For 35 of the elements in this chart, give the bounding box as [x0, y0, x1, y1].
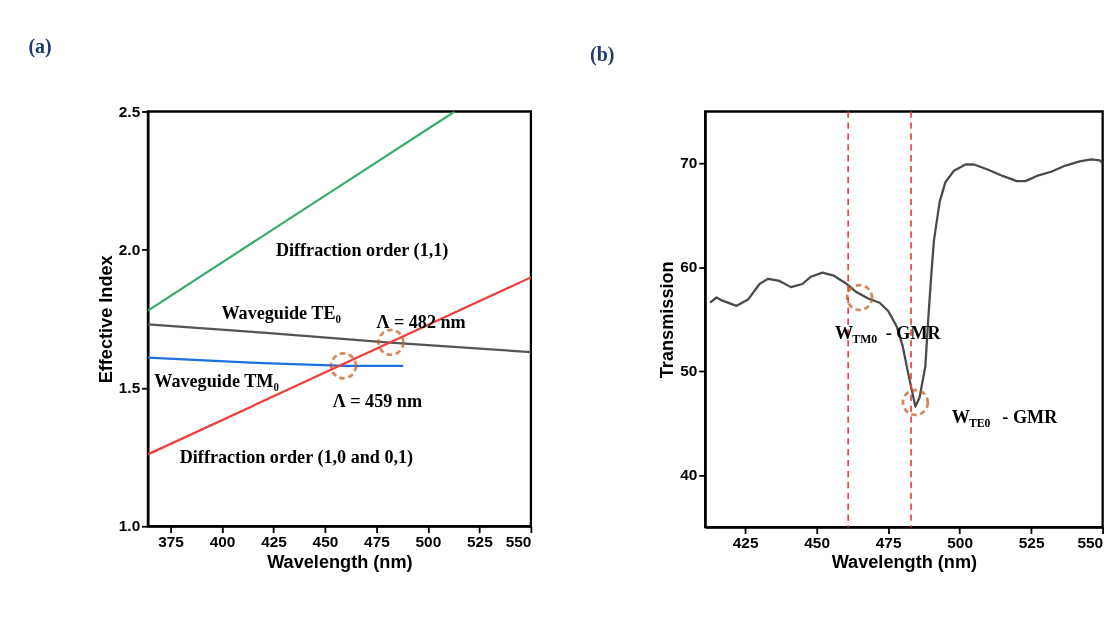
y-tick-label: 1.5 [118, 379, 141, 396]
y-tick-label: 1.0 [118, 517, 141, 535]
x-tick-label: 375 [158, 532, 185, 550]
x-axis-title: Wavelength (nm) [267, 551, 413, 572]
x-tick-label: 550 [505, 532, 532, 550]
x-tick-label: 550 [1077, 533, 1104, 551]
x-tick-label: 450 [312, 532, 339, 550]
series-label: Waveguide TM₀ [154, 371, 280, 392]
x-tick-label: 425 [732, 533, 759, 551]
line-series [708, 158, 1103, 408]
y-tick-label: 50 [680, 362, 698, 380]
x-axis-title: Wavelength (nm) [831, 552, 978, 573]
x-tick-label: 475 [875, 533, 902, 551]
x-tick-label: 425 [261, 532, 288, 550]
series-label: Waveguide TE₀ [221, 303, 342, 324]
y-axis-title: Transmission [657, 261, 678, 379]
x-tick-label: 500 [947, 533, 973, 551]
y-axis-title: Effective Index [95, 255, 116, 384]
annotation: Λ = 482 nm [376, 311, 466, 332]
y-tick-label: 2.0 [118, 240, 141, 258]
x-tick-label: 475 [364, 532, 391, 550]
series-label: Diffraction order (1,1) [275, 239, 449, 261]
chart-title: (a) [28, 35, 52, 59]
x-tick-label: 450 [804, 533, 830, 551]
x-tick-label: 525 [467, 532, 494, 550]
x-tick-label: 400 [209, 532, 236, 550]
x-tick-label: 525 [1018, 533, 1045, 551]
series-label: Diffraction order (1,0 and 0,1) [179, 446, 414, 468]
y-tick-label: 70 [680, 154, 698, 172]
y-tick-label: 40 [680, 466, 698, 484]
y-tick-label: 2.5 [118, 102, 141, 120]
y-tick-label: 60 [680, 258, 698, 276]
x-tick-label: 500 [415, 532, 442, 550]
chart-title: (b) [589, 42, 615, 66]
annotation: Λ = 459 nm [332, 390, 423, 411]
